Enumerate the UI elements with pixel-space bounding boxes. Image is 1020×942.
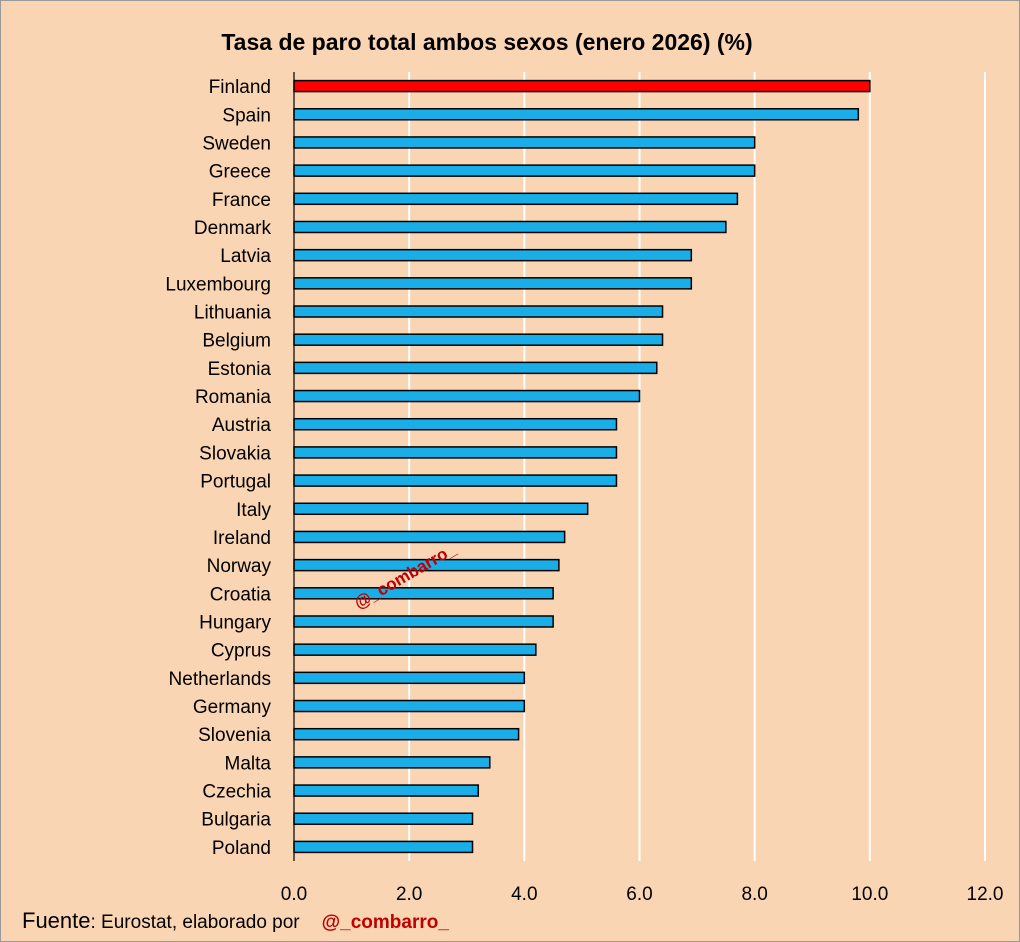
- bar-belgium: [293, 333, 664, 346]
- category-label: Lithuania: [194, 303, 272, 324]
- bar-estonia: [293, 361, 658, 375]
- category-label: Finland: [209, 77, 271, 98]
- bar-austria: [293, 417, 618, 431]
- bar-portugal: [293, 474, 618, 487]
- bar-poland: [293, 840, 474, 854]
- source-note: Fuente: Eurostat, elaborado por @_combarr…: [22, 908, 449, 934]
- source-prefix: Fuente: [22, 908, 91, 933]
- x-tick-label: 6.0: [626, 884, 652, 905]
- bar-slovakia: [293, 446, 618, 459]
- category-label: Estonia: [208, 359, 272, 380]
- category-label: Austria: [212, 415, 272, 436]
- bar-cyprus: [293, 643, 537, 656]
- x-tick-label: 8.0: [741, 884, 767, 905]
- bar-luxembourg: [293, 277, 693, 290]
- category-label: Portugal: [200, 472, 271, 493]
- category-label: Denmark: [194, 218, 272, 239]
- category-label: Bulgaria: [201, 810, 271, 831]
- source-handle: @_combarro_: [321, 912, 449, 933]
- bar-slovenia: [293, 727, 520, 741]
- category-label: Belgium: [202, 331, 271, 352]
- bar-lithuania: [293, 305, 664, 318]
- category-label: Poland: [212, 838, 271, 859]
- category-label: Norway: [207, 556, 272, 577]
- bar-spain: [293, 108, 860, 121]
- bar-finland: [293, 79, 871, 93]
- bar-ireland: [293, 530, 566, 544]
- x-tick-label: 2.0: [396, 884, 422, 905]
- bar-netherlands: [293, 671, 526, 685]
- category-label: Romania: [195, 387, 271, 408]
- bar-czechia: [293, 784, 480, 797]
- category-label: Latvia: [220, 246, 271, 267]
- category-label: Italy: [236, 500, 271, 521]
- category-label: Slovakia: [199, 443, 271, 464]
- category-label: Hungary: [199, 612, 271, 633]
- x-tick-label: 10.0: [851, 884, 888, 905]
- bar-latvia: [293, 248, 693, 262]
- bar-greece: [293, 164, 756, 177]
- category-label: Slovenia: [198, 725, 271, 746]
- category-label: Germany: [193, 697, 272, 718]
- bar-malta: [293, 756, 491, 769]
- bar-italy: [293, 502, 589, 516]
- category-label: Ireland: [213, 528, 271, 549]
- bar-denmark: [293, 220, 727, 234]
- category-label: Spain: [222, 105, 271, 126]
- x-tick-label: 4.0: [511, 884, 537, 905]
- bar-bulgaria: [293, 812, 474, 825]
- source-text: : Eurostat, elaborado por: [90, 912, 300, 933]
- bar-croatia: [293, 587, 554, 600]
- category-label: Greece: [209, 162, 271, 183]
- chart-title: Tasa de paro total ambos sexos (enero 20…: [221, 29, 752, 55]
- category-label: Croatia: [210, 584, 272, 605]
- bar-hungary: [293, 615, 554, 628]
- category-label: Czechia: [202, 782, 271, 803]
- bar-france: [293, 192, 739, 206]
- category-label: Luxembourg: [165, 274, 271, 295]
- category-label: Netherlands: [169, 669, 271, 690]
- category-label: Cyprus: [211, 641, 271, 662]
- x-tick-label: 0.0: [281, 884, 307, 905]
- bar-sweden: [293, 136, 756, 149]
- category-label: France: [212, 190, 271, 211]
- bar-romania: [293, 389, 641, 403]
- category-label: Malta: [225, 753, 272, 774]
- x-tick-label: 12.0: [967, 884, 1004, 905]
- bar-germany: [293, 699, 526, 713]
- category-label: Sweden: [202, 133, 271, 154]
